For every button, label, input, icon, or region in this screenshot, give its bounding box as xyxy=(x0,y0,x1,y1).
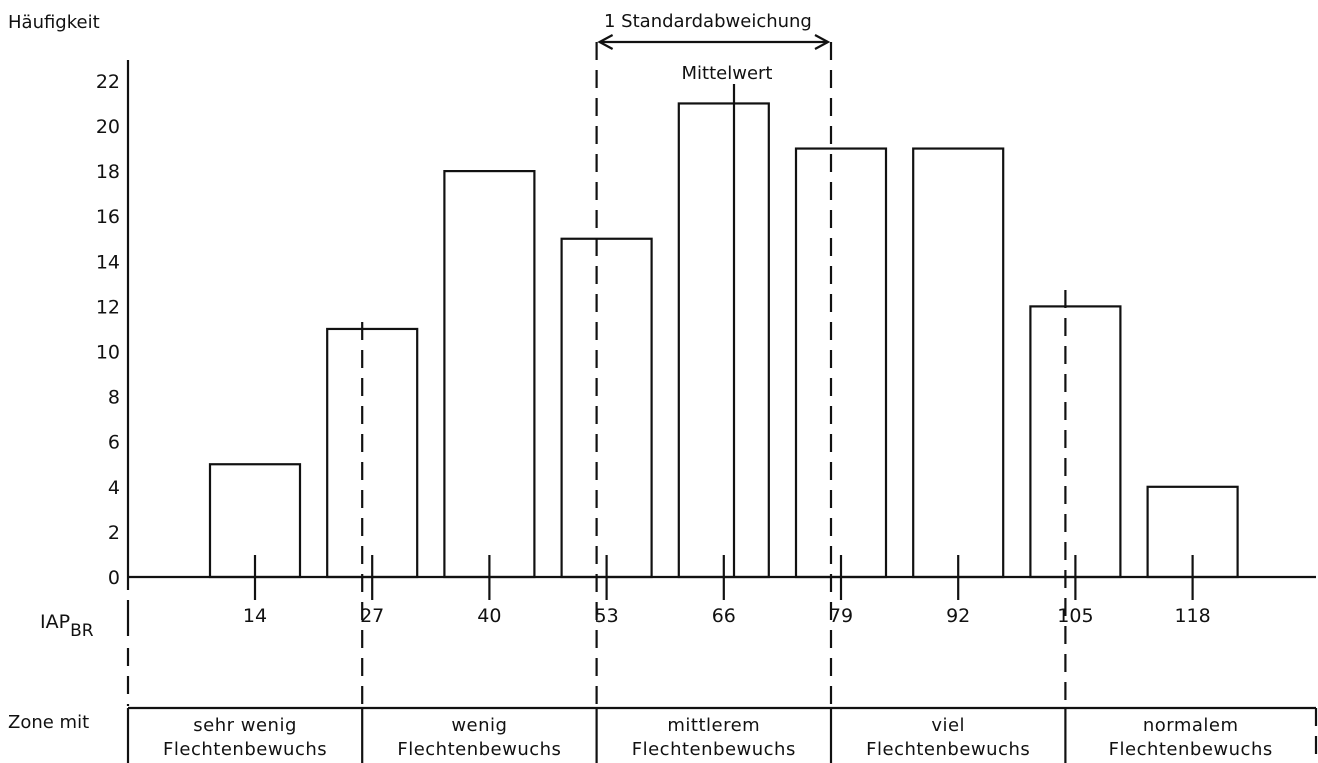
x-tick-label: 92 xyxy=(946,605,970,627)
bar xyxy=(560,237,653,579)
x-tick-label: 79 xyxy=(829,605,853,627)
y-tick-label: 20 xyxy=(96,116,120,138)
zone-label-line1: viel xyxy=(931,715,965,736)
y-tick-label: 4 xyxy=(108,477,120,499)
mean-annotation-label: Mittelwert xyxy=(682,63,773,84)
y-tick-label: 6 xyxy=(108,432,120,454)
bar xyxy=(794,147,888,579)
x-axis-label: IAPBR xyxy=(40,611,94,641)
y-tick-label: 18 xyxy=(96,161,120,183)
zone-label-line2: Flechtenbewuchs xyxy=(1109,739,1273,760)
bar xyxy=(912,147,1005,579)
y-tick-label: 12 xyxy=(96,296,120,318)
x-axis-ticks: 14 27 40 53 66 79 92 105 118 xyxy=(243,555,1211,627)
x-tick-label: 66 xyxy=(712,605,736,627)
y-tick-label: 0 xyxy=(108,567,120,589)
x-tick-label: 40 xyxy=(477,605,501,627)
x-tick-label: 105 xyxy=(1057,605,1093,627)
y-tick-label: 14 xyxy=(96,251,120,273)
zone-label-line2: Flechtenbewuchs xyxy=(163,739,327,760)
zone-label-line1: sehr wenig xyxy=(193,715,297,736)
zone-label-line2: Flechtenbewuchs xyxy=(632,739,796,760)
zones-title: Zone mit xyxy=(8,712,89,733)
zone-label-line1: wenig xyxy=(451,715,507,736)
y-axis-label: Häufigkeit xyxy=(8,12,100,33)
zone-label-line2: Flechtenbewuchs xyxy=(866,739,1030,760)
zone-label-line1: normalem xyxy=(1143,715,1239,736)
y-axis-ticks: 0 2 4 6 8 10 12 14 16 18 20 22 xyxy=(96,71,120,589)
x-tick-label: 14 xyxy=(243,605,267,627)
axes xyxy=(126,60,1316,636)
zone-label-line1: mittlerem xyxy=(667,715,760,736)
x-axis-label-sub: BR xyxy=(70,621,94,641)
annotations xyxy=(126,34,1067,706)
std-arrow-left-head xyxy=(597,34,614,50)
bar xyxy=(443,170,536,579)
std-annotation-label: 1 Standardabweichung xyxy=(604,11,812,32)
y-tick-label: 10 xyxy=(96,342,120,364)
bars xyxy=(208,102,1239,579)
x-tick-label: 27 xyxy=(360,605,384,627)
x-tick-label: 118 xyxy=(1174,605,1210,627)
y-tick-label: 16 xyxy=(96,206,120,228)
std-arrow-right-head xyxy=(814,34,831,50)
y-tick-label: 22 xyxy=(96,71,120,93)
x-tick-label: 53 xyxy=(595,605,619,627)
bar xyxy=(1029,305,1122,579)
zone-label-line2: Flechtenbewuchs xyxy=(397,739,561,760)
y-tick-label: 2 xyxy=(108,522,120,544)
bar xyxy=(677,102,770,579)
x-axis-label-main: IAP xyxy=(40,611,70,633)
bar xyxy=(326,327,419,579)
y-tick-label: 8 xyxy=(108,387,120,409)
zone-table: sehr wenig Flechtenbewuchs wenig Flechtenbe… xyxy=(126,706,1318,763)
